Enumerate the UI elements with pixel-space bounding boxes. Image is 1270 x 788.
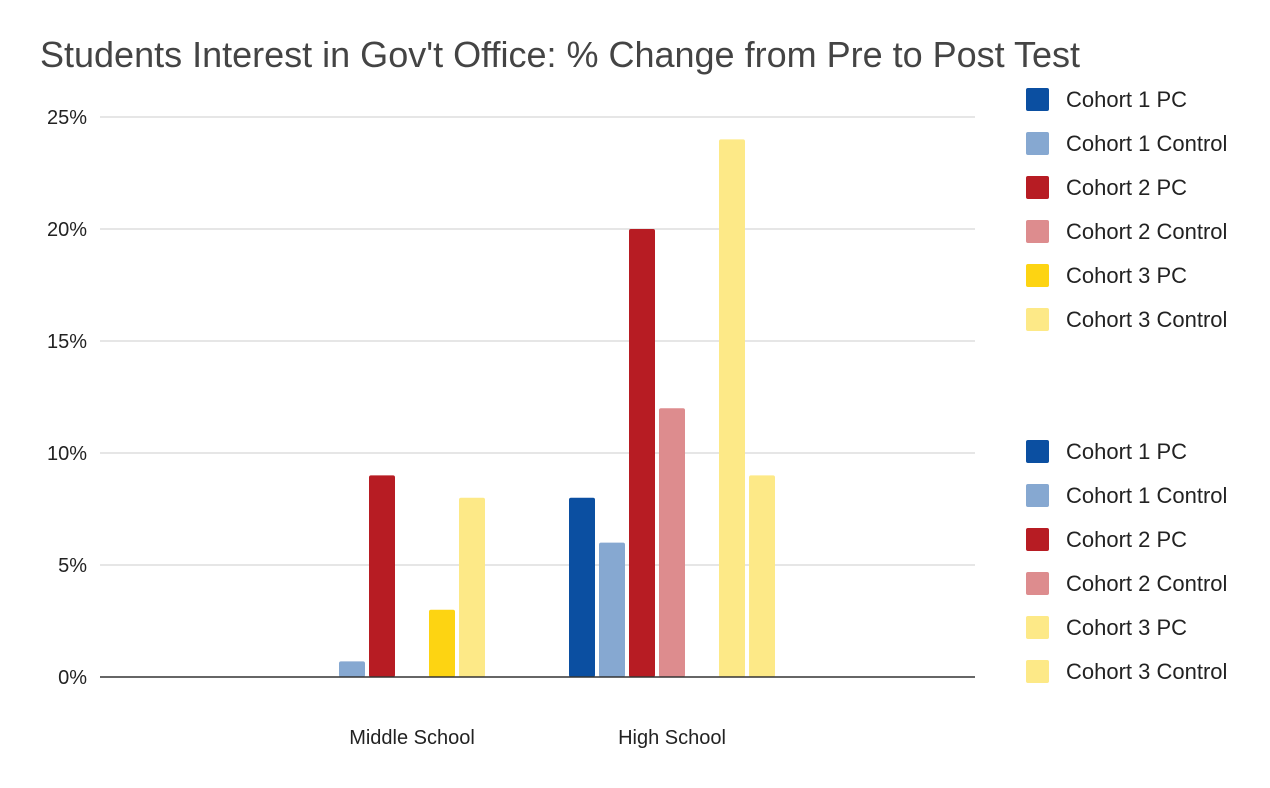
bar [429, 609, 455, 677]
legend-label: Cohort 2 Control [1066, 571, 1227, 596]
legend-label: Cohort 3 PC [1066, 615, 1187, 640]
legend-label: Cohort 2 PC [1066, 175, 1187, 200]
legend-label: Cohort 2 Control [1066, 219, 1227, 244]
x-tick-label: High School [618, 727, 726, 749]
legend: Cohort 1 PC Cohort 1 Control Cohort 2 PC Co… [1026, 87, 1227, 684]
legend-swatch [1026, 176, 1049, 199]
legend-swatch [1026, 528, 1049, 551]
legend-swatch [1026, 484, 1049, 507]
legend-swatch [1026, 660, 1049, 683]
y-tick-label: 20% [47, 219, 87, 241]
legend-label: Cohort 2 PC [1066, 527, 1187, 552]
legend-label: Cohort 1 Control [1066, 131, 1227, 156]
bar [569, 497, 595, 677]
legend-swatch [1026, 572, 1049, 595]
bar [749, 475, 775, 677]
legend-swatch [1026, 132, 1049, 155]
bar [599, 542, 625, 677]
chart-title: Students Interest in Gov't Office: % Cha… [40, 34, 1081, 75]
bar [659, 408, 685, 677]
y-tick-label: 5% [58, 555, 87, 577]
legend-label: Cohort 3 PC [1066, 263, 1187, 288]
legend-swatch [1026, 308, 1049, 331]
legend-label: Cohort 1 PC [1066, 439, 1187, 464]
y-tick-label: 10% [47, 443, 87, 465]
bar [459, 497, 485, 677]
y-tick-label: 0% [58, 667, 87, 689]
bar [629, 229, 655, 677]
bar [369, 475, 395, 677]
bar [339, 661, 365, 677]
legend-swatch [1026, 440, 1049, 463]
legend-swatch [1026, 220, 1049, 243]
axes: 0% 5% 10% 15% 20% 25% Middle School High School [47, 107, 975, 749]
legend-label: Cohort 3 Control [1066, 659, 1227, 684]
gridlines [100, 116, 975, 566]
y-tick-label: 15% [47, 331, 87, 353]
y-tick-label: 25% [47, 107, 87, 129]
legend-swatch [1026, 88, 1049, 111]
bars [339, 139, 775, 677]
legend-label: Cohort 1 Control [1066, 483, 1227, 508]
x-tick-label: Middle School [349, 727, 475, 749]
legend-label: Cohort 3 Control [1066, 307, 1227, 332]
legend-label: Cohort 1 PC [1066, 87, 1187, 112]
bar [719, 139, 745, 677]
legend-swatch [1026, 264, 1049, 287]
legend-swatch [1026, 616, 1049, 639]
